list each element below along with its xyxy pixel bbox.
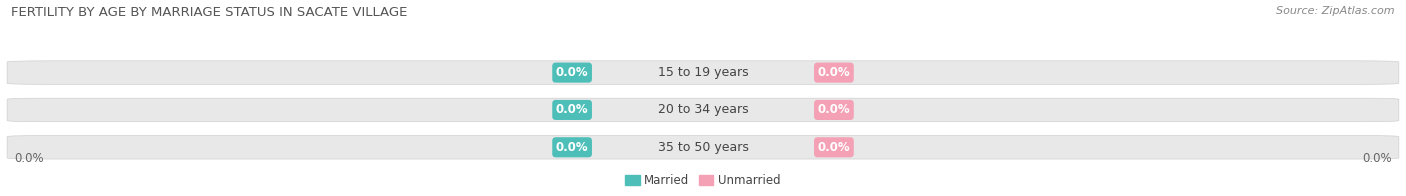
Text: 0.0%: 0.0%: [14, 152, 44, 165]
Legend: Married, Unmarried: Married, Unmarried: [620, 169, 786, 192]
Text: Source: ZipAtlas.com: Source: ZipAtlas.com: [1277, 6, 1395, 16]
Text: 0.0%: 0.0%: [1362, 152, 1392, 165]
Text: 0.0%: 0.0%: [817, 66, 851, 79]
Text: 20 to 34 years: 20 to 34 years: [658, 103, 748, 116]
Text: 0.0%: 0.0%: [555, 141, 589, 154]
Text: FERTILITY BY AGE BY MARRIAGE STATUS IN SACATE VILLAGE: FERTILITY BY AGE BY MARRIAGE STATUS IN S…: [11, 6, 408, 19]
FancyBboxPatch shape: [7, 98, 1399, 122]
Text: 0.0%: 0.0%: [555, 66, 589, 79]
FancyBboxPatch shape: [7, 61, 1399, 84]
FancyBboxPatch shape: [7, 135, 1399, 159]
Text: 15 to 19 years: 15 to 19 years: [658, 66, 748, 79]
Text: 0.0%: 0.0%: [555, 103, 589, 116]
Text: 0.0%: 0.0%: [817, 141, 851, 154]
Text: 0.0%: 0.0%: [817, 103, 851, 116]
Text: 35 to 50 years: 35 to 50 years: [658, 141, 748, 154]
